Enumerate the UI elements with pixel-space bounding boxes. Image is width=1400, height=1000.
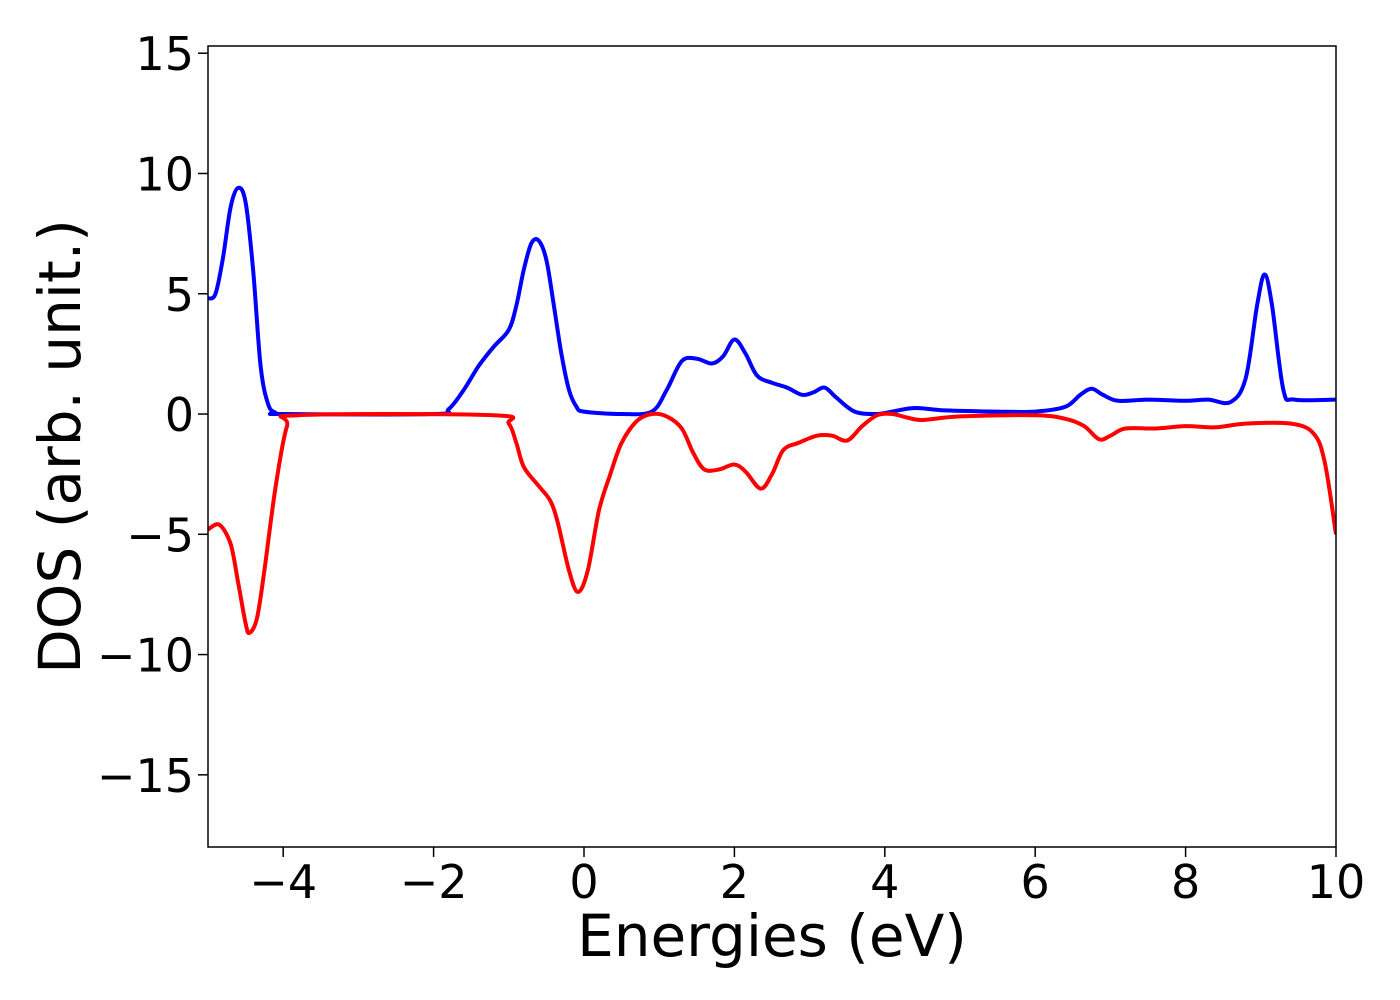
- x-tick-label: 10: [1307, 855, 1366, 909]
- x-tick-label: 0: [569, 855, 598, 909]
- x-axis-label: Energies (eV): [577, 902, 967, 970]
- y-tick-label: 10: [135, 147, 194, 201]
- y-tick-label: −10: [97, 629, 194, 683]
- series-line-2: [208, 411, 1336, 635]
- y-tick-label: −15: [97, 749, 194, 803]
- x-tick-label: 2: [720, 855, 749, 909]
- x-tick-label: −4: [249, 855, 317, 909]
- x-tick-label: −2: [400, 855, 468, 909]
- y-tick-label: 5: [165, 268, 194, 322]
- x-tick-label: 6: [1021, 855, 1050, 909]
- y-axis: −15 −10 −5 0 5 10 15: [97, 27, 208, 803]
- series-layer: [208, 185, 1336, 635]
- y-tick-label: 0: [165, 388, 194, 442]
- y-axis-label: DOS (arb. unit.): [26, 219, 94, 674]
- x-tick-label: 4: [870, 855, 899, 909]
- y-tick-label: 15: [135, 27, 194, 81]
- plot-frame: [207, 45, 1337, 848]
- x-axis: −4 −2 0 2 4 6 8 10: [249, 847, 1365, 909]
- y-tick-label: −5: [126, 508, 194, 562]
- x-tick-label: 8: [1171, 855, 1200, 909]
